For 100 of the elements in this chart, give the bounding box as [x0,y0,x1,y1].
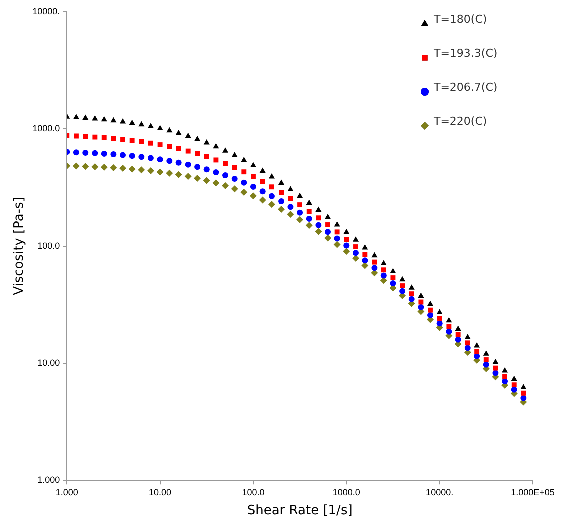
point [223,161,228,166]
point [436,320,443,327]
point [344,229,350,234]
point [166,170,174,177]
point [279,190,284,196]
point [158,142,163,148]
point [222,182,230,190]
x-tick-label: 1000.0 [332,487,360,498]
point [456,332,461,338]
point [147,168,154,175]
point [176,160,182,166]
point [297,192,304,198]
point [483,350,490,356]
x-tick-label: 10000. [426,487,454,498]
point [232,176,238,182]
point [380,260,387,266]
point [213,169,220,176]
point [344,242,350,249]
point [344,237,350,242]
point [288,196,294,202]
point [251,174,256,180]
point [446,328,452,335]
point [73,114,80,120]
point [259,196,266,204]
legend-label: T=220(C) [433,114,488,128]
point [408,296,415,302]
y-tick-label: 100.0 [38,240,60,251]
point [316,216,322,221]
point [213,143,220,149]
point [129,153,136,160]
y-tick-label: 10000. [32,6,60,16]
point [278,198,285,205]
point [446,324,452,330]
point [194,136,201,142]
point [297,210,304,216]
point [120,165,127,172]
point [381,268,386,273]
point [176,146,182,152]
point [334,236,340,242]
point [352,236,360,242]
point [92,164,99,171]
point [214,158,219,163]
point [231,186,238,193]
point [278,206,286,214]
point [278,180,285,186]
point [268,201,276,208]
point [418,300,424,305]
point [484,358,489,362]
point [390,276,396,281]
point [521,390,526,396]
point [148,140,154,146]
point [334,230,340,235]
point [362,258,368,264]
point [512,382,517,388]
point [455,336,462,343]
point [428,308,433,313]
point [306,216,312,222]
point [82,114,89,120]
point [101,150,108,157]
point [83,134,88,140]
point [241,157,248,162]
x-tick-label: 100.0 [242,487,265,498]
point [352,255,360,262]
point [92,134,98,140]
point [232,165,238,170]
point [465,340,470,346]
point [324,234,332,242]
point [110,164,118,172]
point [157,156,164,163]
point [474,349,480,354]
point [82,150,89,156]
point [315,228,322,236]
x-tick-label: 1.000E+05 [511,487,555,498]
point [493,366,498,371]
point [464,345,471,352]
point [222,172,229,179]
point [502,374,508,380]
point [474,342,480,348]
x-axis-title: Shear Rate [1/s] [247,504,353,519]
point [324,214,332,220]
point [203,177,210,184]
point [82,163,90,170]
point [232,152,238,158]
point [110,117,117,123]
point [194,164,201,170]
point [427,312,434,318]
point [372,265,378,272]
point [296,216,304,224]
point [73,150,80,156]
point [204,166,210,173]
point [250,162,257,168]
point [306,222,313,230]
point [371,270,378,277]
legend-label: T=193.3(C) [433,46,498,60]
point [166,158,173,164]
point [100,164,108,171]
x-tick-label: 10.00 [149,487,172,498]
point [316,222,322,228]
point [138,121,145,127]
point [166,127,173,133]
